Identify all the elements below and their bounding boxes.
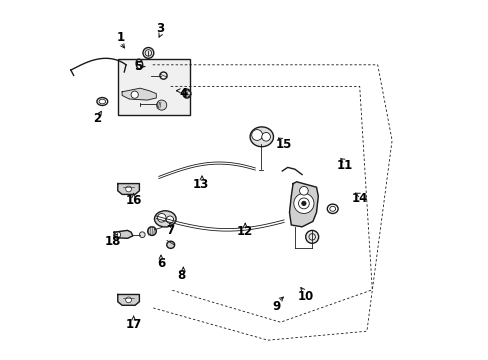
Text: 8: 8 bbox=[177, 269, 185, 282]
Polygon shape bbox=[289, 182, 318, 227]
Text: 15: 15 bbox=[275, 138, 292, 151]
Circle shape bbox=[115, 232, 121, 238]
Circle shape bbox=[301, 201, 305, 206]
Circle shape bbox=[156, 100, 166, 110]
Polygon shape bbox=[122, 88, 156, 100]
Text: 3: 3 bbox=[156, 22, 163, 35]
Text: 11: 11 bbox=[337, 159, 353, 172]
Circle shape bbox=[293, 193, 313, 213]
Text: 13: 13 bbox=[193, 178, 209, 191]
Text: 16: 16 bbox=[125, 194, 142, 207]
Circle shape bbox=[131, 91, 138, 98]
Bar bbox=[118, 59, 189, 115]
Circle shape bbox=[157, 213, 166, 222]
Circle shape bbox=[166, 216, 173, 223]
Circle shape bbox=[125, 297, 131, 303]
Text: 14: 14 bbox=[351, 192, 367, 205]
Text: 6: 6 bbox=[157, 257, 165, 270]
Text: 2: 2 bbox=[93, 112, 101, 125]
Polygon shape bbox=[114, 230, 133, 238]
Text: 7: 7 bbox=[166, 224, 174, 237]
Text: 17: 17 bbox=[125, 318, 142, 331]
Circle shape bbox=[147, 227, 156, 235]
Circle shape bbox=[251, 130, 262, 140]
Text: 9: 9 bbox=[272, 300, 281, 313]
Circle shape bbox=[299, 186, 307, 195]
Text: 12: 12 bbox=[236, 225, 252, 238]
Ellipse shape bbox=[249, 127, 273, 147]
Circle shape bbox=[139, 232, 145, 238]
Text: 10: 10 bbox=[297, 291, 313, 303]
Polygon shape bbox=[118, 294, 139, 305]
Ellipse shape bbox=[166, 241, 174, 248]
Text: 1: 1 bbox=[116, 31, 124, 44]
Ellipse shape bbox=[154, 211, 176, 227]
Text: 18: 18 bbox=[105, 235, 121, 248]
Ellipse shape bbox=[183, 89, 190, 98]
Circle shape bbox=[305, 230, 318, 243]
Polygon shape bbox=[118, 184, 139, 194]
Text: 4: 4 bbox=[179, 87, 187, 100]
Circle shape bbox=[125, 186, 131, 192]
Ellipse shape bbox=[142, 48, 153, 58]
Circle shape bbox=[261, 132, 270, 141]
Text: 5: 5 bbox=[134, 60, 142, 73]
